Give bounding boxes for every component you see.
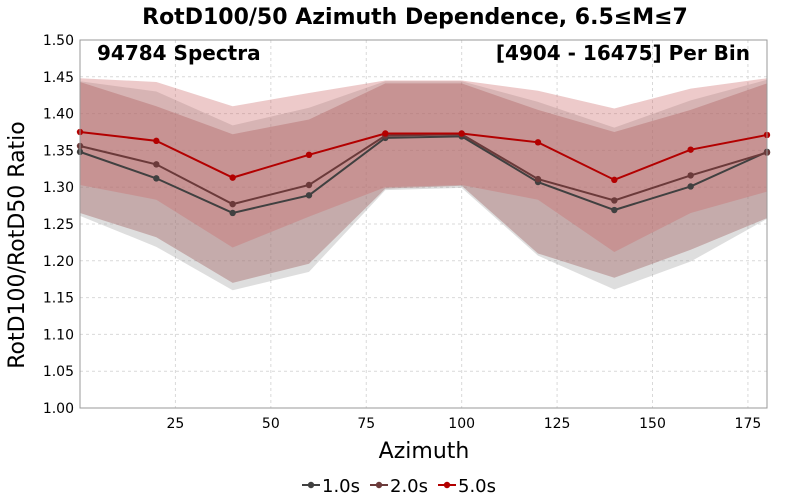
band-1.0s: [80, 79, 767, 291]
legend-marker-5.0s: [443, 481, 451, 489]
data-point-5.0s: [687, 146, 694, 153]
y-tick-label: 1.15: [43, 291, 74, 307]
data-point-2.0s: [611, 197, 618, 204]
data-point-2.0s: [534, 175, 542, 183]
y-tick-label: 1.00: [43, 401, 74, 417]
y-axis-label: RotD100/RotD50 Ratio: [5, 121, 30, 369]
y-tick-label: 1.45: [43, 70, 74, 86]
data-point-1.0s: [229, 209, 236, 217]
data-point-2.0s: [305, 181, 313, 189]
x-tick-label: 50: [262, 416, 280, 432]
series-lines: [76, 128, 771, 217]
legend-label-1.0s: 1.0s: [322, 476, 360, 497]
data-point-2.0s: [229, 200, 236, 208]
x-tick-label: 100: [448, 416, 475, 432]
y-tick-label: 1.10: [43, 327, 74, 343]
data-point-1.0s: [611, 206, 618, 214]
legend-marker-1.0s: [307, 481, 315, 489]
band-2.0s: [80, 81, 767, 283]
series-line-2.0s: [79, 133, 768, 206]
data-point-5.0s: [458, 130, 465, 137]
annotation-per-bin-range: [4904 - 16475] Per Bin: [496, 41, 750, 65]
legend-label-5.0s: 5.0s: [458, 476, 496, 497]
chart-title: RotD100/50 Azimuth Dependence, 6.5≤M≤7: [142, 5, 688, 30]
y-tick-label: 1.05: [43, 364, 74, 380]
legend-marker-2.0s: [375, 481, 383, 489]
data-point-2.0s: [153, 161, 160, 168]
plot-frame: [79, 39, 768, 409]
data-point-1.0s: [687, 183, 694, 190]
x-tick-label: 175: [735, 416, 762, 432]
x-tick-label: 150: [639, 416, 666, 432]
axis-ticks: 1.00 1.05 1.10 1.15 1.20 1.25 1.30 1.35 1.40 1.45…: [43, 33, 761, 432]
y-tick-label: 1.35: [43, 143, 74, 159]
x-tick-label: 75: [357, 416, 375, 432]
series-line-5.0s: [79, 131, 768, 181]
data-point-5.0s: [534, 139, 542, 146]
y-tick-label: 1.30: [43, 180, 74, 196]
data-point-5.0s: [611, 176, 618, 184]
data-point-5.0s: [229, 174, 236, 181]
data-point-5.0s: [153, 137, 160, 145]
data-point-1.0s: [153, 175, 160, 182]
data-point-5.0s: [305, 151, 313, 159]
legend: 1.0s 2.0s 5.0s: [302, 476, 496, 497]
y-tick-label: 1.50: [43, 33, 74, 49]
x-tick-label: 25: [167, 416, 185, 432]
x-axis-label: Azimuth: [379, 439, 470, 464]
data-point-1.0s: [305, 192, 313, 199]
x-tick-label: 125: [544, 416, 571, 432]
y-tick-label: 1.25: [43, 217, 74, 233]
data-point-5.0s: [382, 130, 389, 137]
data-point-2.0s: [687, 172, 694, 179]
y-tick-label: 1.20: [43, 254, 74, 270]
legend-label-2.0s: 2.0s: [390, 476, 428, 497]
series-line-1.0s: [79, 135, 768, 215]
annotation-spectra-count: 94784 Spectra: [97, 41, 261, 65]
y-tick-label: 1.40: [43, 107, 74, 123]
